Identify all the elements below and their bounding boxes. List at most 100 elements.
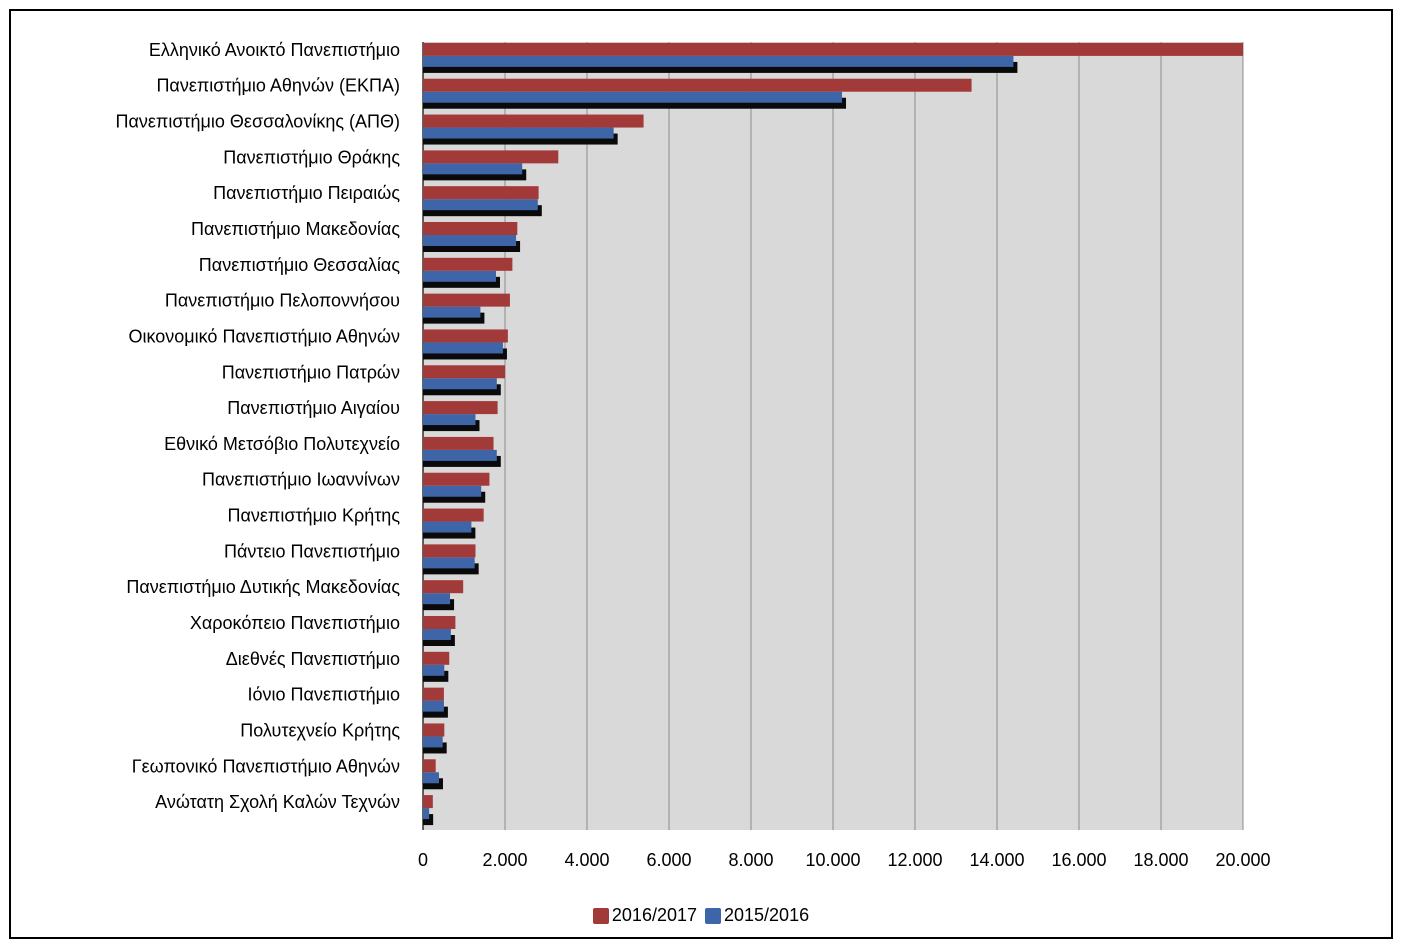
bar-2016-2017	[423, 365, 505, 379]
x-tick-label: 18.000	[1133, 850, 1188, 870]
bar-2015-2016	[423, 449, 497, 461]
bar-2016-2017	[423, 472, 490, 486]
bar-2016-2017	[423, 616, 456, 629]
bar-2015-2016	[423, 199, 538, 211]
legend: 2016/2017 2015/2016	[0, 905, 1402, 926]
bar-2015-2016	[423, 306, 481, 318]
bar-2016-2017	[423, 508, 484, 522]
category-label: Πανεπιστήμιο Θράκης	[223, 147, 400, 167]
bar-shadow	[423, 563, 479, 575]
bar-2016-2017	[423, 293, 510, 307]
bar-2016-2017	[423, 723, 445, 737]
x-tick-label: 8.000	[728, 850, 773, 870]
bars	[423, 42, 1243, 826]
category-label: Πανεπιστήμιο Θεσσαλονίκης (ΑΠΘ)	[115, 112, 400, 132]
bar-2016-2017	[423, 78, 972, 92]
legend-swatch	[592, 907, 609, 924]
legend-label: 2016/2017	[611, 905, 697, 925]
bar-2016-2017	[423, 687, 444, 701]
legend-item: 2015/2016	[705, 905, 809, 926]
bar-2016-2017	[423, 186, 539, 200]
bar-2016-2017	[423, 222, 518, 235]
category-label: Πανεπιστήμιο Πελοποννήσου	[165, 291, 400, 311]
bar-shadow	[423, 276, 500, 288]
x-tick-label: 4.000	[564, 850, 609, 870]
bar-2015-2016	[423, 163, 523, 175]
category-label: Πανεπιστήμιο Ιωαννίνων	[202, 470, 400, 490]
category-label: Οικονομικό Πανεπιστήμιο Αθηνών	[128, 326, 400, 346]
category-label: Πανεπιστήμιο Θεσσαλίας	[199, 255, 401, 275]
bar-shadow	[423, 742, 447, 754]
x-axis-ticks: 0 2.000 4.000 6.000 8.000 10.000 12.000 14.000 1…	[418, 850, 1271, 870]
bar-shadow	[423, 635, 455, 646]
x-tick-label: 20.000	[1215, 850, 1270, 870]
gridlines	[422, 42, 1244, 830]
bar-shadow	[423, 205, 542, 217]
bar-shadow	[423, 455, 501, 467]
bar-2015-2016	[423, 557, 475, 569]
bar-2015-2016	[423, 521, 472, 533]
bar-2015-2016	[423, 700, 444, 712]
category-label: Πανεπιστήμιο Αθηνών (ΕΚΠΑ)	[156, 76, 400, 96]
category-label: Ανώτατη Σχολή Καλών Τεχνών	[155, 792, 400, 812]
x-tick-label: 10.000	[805, 850, 860, 870]
x-tick-label: 6.000	[646, 850, 691, 870]
category-label: Πανεπιστήμιο Πειραιώς	[213, 183, 400, 203]
bar-shadow	[423, 61, 1018, 73]
category-label: Πανεπιστήμιο Μακεδονίας	[191, 219, 400, 239]
bar-2016-2017	[423, 651, 450, 665]
category-label: Πανεπιστήμιο Κρήτης	[227, 506, 400, 526]
legend-label: 2015/2016	[724, 905, 810, 925]
category-label: Πολυτεχνείο Κρήτης	[240, 720, 400, 740]
bar-2016-2017	[423, 114, 644, 128]
bar-shadow	[423, 778, 443, 790]
category-label: Γεωπονικό Πανεπιστήμιο Αθηνών	[132, 756, 400, 776]
bar-shadow	[423, 241, 521, 252]
bar-2016-2017	[423, 329, 508, 343]
bar-2015-2016	[423, 235, 517, 246]
x-tick-label: 16.000	[1051, 850, 1106, 870]
bar-2015-2016	[423, 664, 445, 676]
category-label: Πάντειο Πανεπιστήμιο	[224, 541, 400, 561]
category-label: Πανεπιστήμιο Αιγαίου	[227, 398, 400, 418]
bar-shadow	[423, 384, 501, 396]
bar-2016-2017	[423, 42, 1243, 56]
bar-2016-2017	[423, 150, 559, 164]
bar-shadow	[423, 706, 448, 718]
bar-shadow	[423, 133, 618, 145]
bar-shadow	[423, 97, 847, 109]
bar-2016-2017	[423, 580, 464, 594]
x-tick-label: 0	[418, 850, 428, 870]
bar-2015-2016	[423, 593, 451, 605]
bar-shadow	[423, 169, 527, 181]
x-tick-label: 12.000	[887, 850, 942, 870]
bar-2015-2016	[423, 808, 430, 820]
bar-2016-2017	[423, 795, 433, 809]
x-tick-label: 2.000	[482, 850, 527, 870]
bar-2015-2016	[423, 342, 503, 354]
bar-shadow	[423, 348, 507, 360]
bar-2016-2017	[423, 544, 476, 558]
bar-2015-2016	[423, 270, 496, 282]
bar-2015-2016	[423, 127, 614, 139]
bar-shadow	[423, 420, 480, 432]
category-label: Εθνικό Μετσόβιο Πολυτεχνείο	[164, 434, 400, 454]
category-label: Πανεπιστήμιο Πατρών	[222, 362, 400, 382]
bar-2015-2016	[423, 772, 439, 784]
category-label: Ιόνιο Πανεπιστήμιο	[248, 685, 400, 705]
bar-2016-2017	[423, 257, 513, 271]
bar-2015-2016	[423, 378, 497, 390]
legend-item: 2016/2017	[592, 905, 697, 926]
category-label: Διεθνές Πανεπιστήμιο	[226, 649, 400, 669]
category-label: Χαροκόπειο Πανεπιστήμιο	[190, 613, 400, 633]
bar-2015-2016	[423, 736, 443, 748]
bar-2016-2017	[423, 759, 436, 773]
bar-shadow	[423, 491, 486, 503]
bar-shadow	[423, 312, 485, 324]
x-tick-label: 14.000	[969, 850, 1024, 870]
category-label: Πανεπιστήμιο Δυτικής Μακεδονίας	[126, 577, 400, 597]
bar-shadow	[423, 527, 476, 539]
bar-2015-2016	[423, 414, 476, 426]
bar-shadow	[423, 814, 434, 826]
